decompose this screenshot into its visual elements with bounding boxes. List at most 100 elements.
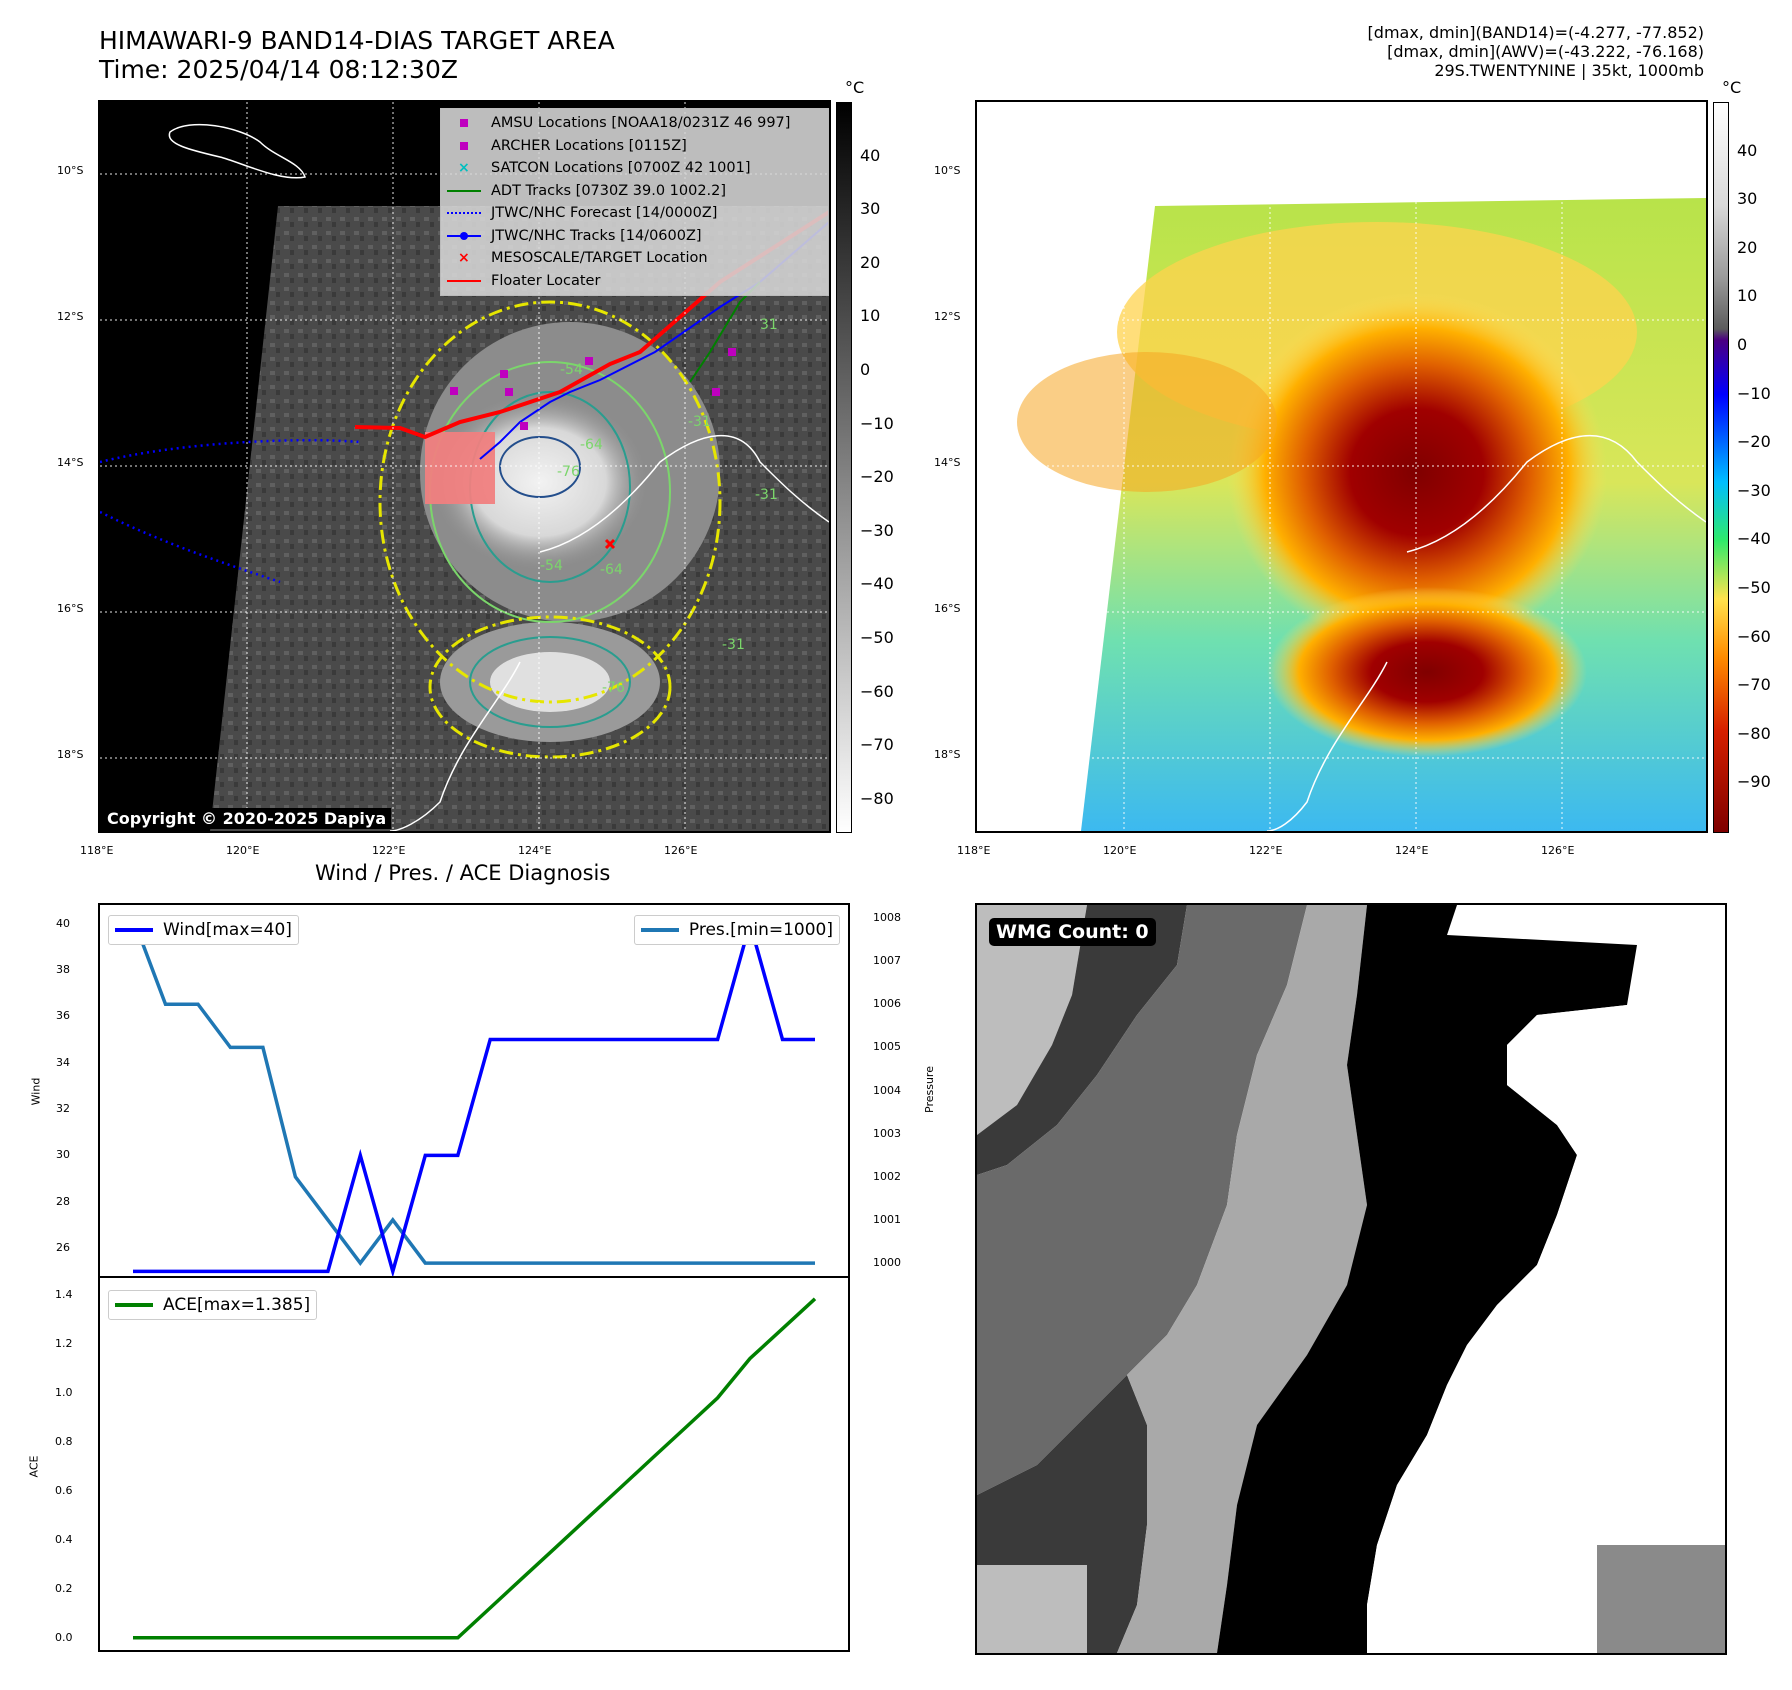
colorbar-tick: −60 <box>860 681 894 701</box>
colorbar-tick: −50 <box>1737 578 1771 597</box>
ace-tick-label: 0.4 <box>55 1532 73 1546</box>
pressure-tick-label: 1001 <box>873 1212 901 1226</box>
map2-lon-label: 118°E <box>957 844 991 857</box>
wind-axis-label: Wind <box>29 1077 43 1106</box>
legend-item: × MESOSCALE/TARGET Location <box>447 247 822 270</box>
ace-tick-label: 0.8 <box>55 1434 73 1448</box>
storm-cloud-south-core <box>490 652 610 712</box>
contour-south-yellow <box>428 615 672 759</box>
wmg-white-region <box>1367 995 1725 1653</box>
colorbar-tick: −20 <box>1737 432 1771 452</box>
map2-lon-label: 120°E <box>1103 844 1137 857</box>
colorbar-tick: −70 <box>1737 675 1771 695</box>
legend-item: JTWC/NHC Forecast [14/0000Z] <box>447 202 822 225</box>
diagnosis-title: Wind / Pres. / ACE Diagnosis <box>315 861 611 885</box>
map2-lat-label: 18°S <box>934 748 961 761</box>
wind-tick-label: 30 <box>56 1148 70 1162</box>
ace-legend: ACE[max=1.385] <box>108 1290 318 1320</box>
map-legend: AMSU Locations [NOAA18/0231Z 46 997] ARCH… <box>440 108 829 296</box>
colorbar-tick: 30 <box>1737 189 1758 209</box>
wind-tick-label: 36 <box>56 1009 70 1023</box>
gray-colorbar-unit: °C <box>845 78 865 97</box>
wmg-gray-patch <box>1597 1545 1725 1653</box>
pressure-tick-label: 1000 <box>873 1256 901 1270</box>
map2-lat-label: 12°S <box>934 310 961 323</box>
pressure-series-line <box>131 917 815 1267</box>
colorbar-tick: −80 <box>860 788 894 808</box>
ir-map-panel: Copyright © 2020-2025 Dapiya AMSU Locati… <box>98 100 831 833</box>
wmg-dark-gray-region-1 <box>977 905 1187 1175</box>
colorbar-tick: −40 <box>860 574 894 594</box>
wind-legend-label: Wind[max=40] <box>163 920 292 940</box>
legend-label: MESOSCALE/TARGET Location <box>491 250 708 266</box>
storm-info: 29S.TWENTYNINE | 35kt, 1000mb <box>1434 61 1704 80</box>
pres-legend-line <box>640 928 679 932</box>
ace-tick-label: 0.0 <box>55 1630 73 1644</box>
map1-lat-label: 10°S <box>57 164 84 177</box>
ace-panel: ACE[max=1.385] <box>98 1276 850 1652</box>
wind-tick-label: 38 <box>56 962 70 976</box>
wind-pres-panel: Wind[max=40] Pres.[min=1000] <box>98 903 850 1278</box>
dotted-line-icon <box>447 206 481 220</box>
contour-label: -64 <box>600 562 623 578</box>
legend-label: JTWC/NHC Tracks [14/0600Z] <box>491 227 702 244</box>
colorbar-tick: −30 <box>1737 480 1771 500</box>
color-colorbar-unit: °C <box>1722 78 1742 97</box>
map1-lon-label: 122°E <box>372 844 406 857</box>
legend-item: JTWC/NHC Tracks [14/0600Z] <box>447 225 822 248</box>
x-marker-icon: × <box>458 250 470 267</box>
colorbar-tick: −30 <box>860 520 894 540</box>
wind-series-line <box>133 917 815 1276</box>
map2-gridlines <box>977 102 1706 831</box>
contour-blue-core <box>499 436 581 498</box>
color-colorbar <box>1713 102 1729 833</box>
wind-tick-label: 32 <box>56 1102 70 1116</box>
map1-lat-label: 16°S <box>57 602 84 615</box>
pressure-tick-label: 1005 <box>873 1040 901 1054</box>
awv-range-info: [dmax, dmin](AWV)=(-43.222, -76.168) <box>1387 42 1704 61</box>
ace-series-line <box>133 1297 817 1640</box>
map1-lat-label: 18°S <box>57 748 84 761</box>
map1-lat-label: 14°S <box>57 456 84 469</box>
wmg-count-badge: WMG Count: 0 <box>989 918 1156 946</box>
wind-tick-label: 28 <box>56 1194 70 1208</box>
coastline <box>168 123 829 831</box>
colorbar-tick: 10 <box>860 306 881 326</box>
map2-lon-label: 126°E <box>1541 844 1575 857</box>
legend-label: ARCHER Locations [0115Z] <box>491 137 687 154</box>
contour-label: -64 <box>580 437 603 453</box>
chart-time: Time: 2025/04/14 08:12:30Z <box>99 55 458 84</box>
pres-legend-label: Pres.[min=1000] <box>688 920 833 940</box>
legend-label: ADT Tracks [0730Z 39.0 1002.2] <box>491 182 727 199</box>
colorbar-tick: −80 <box>1737 723 1771 743</box>
wind-legend: Wind[max=40] <box>108 915 299 945</box>
colorbar-tick: −60 <box>1737 626 1771 646</box>
colorbar-tick: 0 <box>860 360 871 379</box>
contour-label: -54 <box>540 558 563 574</box>
storm-core-color <box>1227 292 1607 652</box>
amsu-markers <box>450 348 736 430</box>
colorbar-tick: 20 <box>1737 237 1758 257</box>
target-marker <box>604 538 616 550</box>
square-marker-icon <box>447 139 481 153</box>
colorbar-tick: −10 <box>1737 383 1771 403</box>
contour-label: -31 <box>722 637 745 653</box>
map1-lat-label: 12°S <box>57 310 84 323</box>
jtwc-forecast-track <box>100 438 361 584</box>
wmg-silver-region <box>1117 905 1367 1653</box>
legend-item: × SATCON Locations [0700Z 42 1001] <box>447 157 822 180</box>
map2-lat-label: 16°S <box>934 602 961 615</box>
wmg-light-gray-region <box>977 905 1087 1135</box>
ace-legend-label: ACE[max=1.385] <box>163 1295 311 1315</box>
solid-line-icon <box>447 184 481 198</box>
line-dot-icon <box>447 229 481 243</box>
contour-label: -54 <box>560 362 583 378</box>
legend-item: Floater Locater <box>447 270 822 293</box>
colorbar-tick: −40 <box>1737 529 1771 549</box>
pressure-tick-label: 1007 <box>873 954 901 968</box>
ace-tick-label: 1.2 <box>55 1337 73 1351</box>
ace-tick-label: 0.2 <box>55 1581 73 1595</box>
wind-tick-label: 26 <box>56 1241 70 1255</box>
square-marker-icon <box>447 116 481 130</box>
pressure-axis-label: Pressure <box>922 1066 936 1113</box>
